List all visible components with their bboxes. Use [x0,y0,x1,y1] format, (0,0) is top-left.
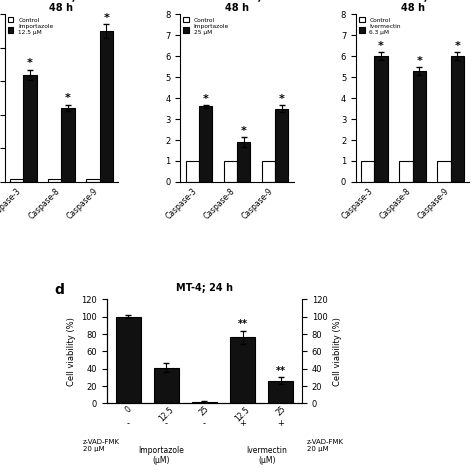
Title: MT-2;
48 h: MT-2; 48 h [46,0,76,13]
Bar [10,179,23,182]
Bar [451,56,464,182]
Bar [154,368,179,403]
Text: +: + [277,419,284,428]
Title: MT-4; 24 h: MT-4; 24 h [176,283,233,293]
Bar [374,56,388,182]
Y-axis label: Cell viability (%): Cell viability (%) [333,317,342,386]
Text: z-VAD-FMK
20 μM: z-VAD-FMK 20 μM [83,439,120,452]
Text: -: - [203,419,206,428]
Bar [100,31,113,182]
Bar [275,109,289,182]
Text: *: * [27,58,33,68]
Text: *: * [103,13,109,23]
Text: **: ** [276,365,286,375]
Text: *: * [455,41,460,51]
Text: *: * [241,126,246,136]
Y-axis label: Cell viability (%): Cell viability (%) [67,317,76,386]
Title: HUT-102;
48 h: HUT-102; 48 h [212,0,262,13]
Text: -: - [127,419,130,428]
Bar [438,161,451,182]
Bar [86,179,100,182]
Text: +: + [239,419,246,428]
Bar [224,161,237,182]
Bar [237,142,250,182]
Bar [23,74,36,182]
Bar [62,108,75,182]
Text: *: * [65,93,71,103]
Bar [399,161,412,182]
Bar [268,381,293,403]
Legend: Control, Importazole
25 μM: Control, Importazole 25 μM [183,17,229,35]
Legend: Control, Ivermectin
6.3 μM: Control, Ivermectin 6.3 μM [359,17,401,35]
Title: MT-2;
48 h: MT-2; 48 h [398,0,428,13]
Text: *: * [202,94,209,104]
Bar [361,161,374,182]
Text: *: * [279,94,285,104]
Bar [230,337,255,403]
Text: **: ** [237,319,247,329]
Text: z-VAD-FMK
20 μM: z-VAD-FMK 20 μM [307,439,344,452]
Text: Importazole
(μM): Importazole (μM) [138,446,184,465]
Text: *: * [416,55,422,65]
Text: -: - [165,419,168,428]
Bar [412,71,426,182]
Bar [192,401,217,403]
Legend: Control, Importazole
12.5 μM: Control, Importazole 12.5 μM [8,17,54,35]
Text: *: * [378,41,384,51]
Bar [262,161,275,182]
Bar [116,317,141,403]
Text: Ivermectin
(μM): Ivermectin (μM) [246,446,287,465]
Text: d: d [55,283,64,297]
Bar [199,107,212,182]
Bar [185,161,199,182]
Bar [48,179,62,182]
